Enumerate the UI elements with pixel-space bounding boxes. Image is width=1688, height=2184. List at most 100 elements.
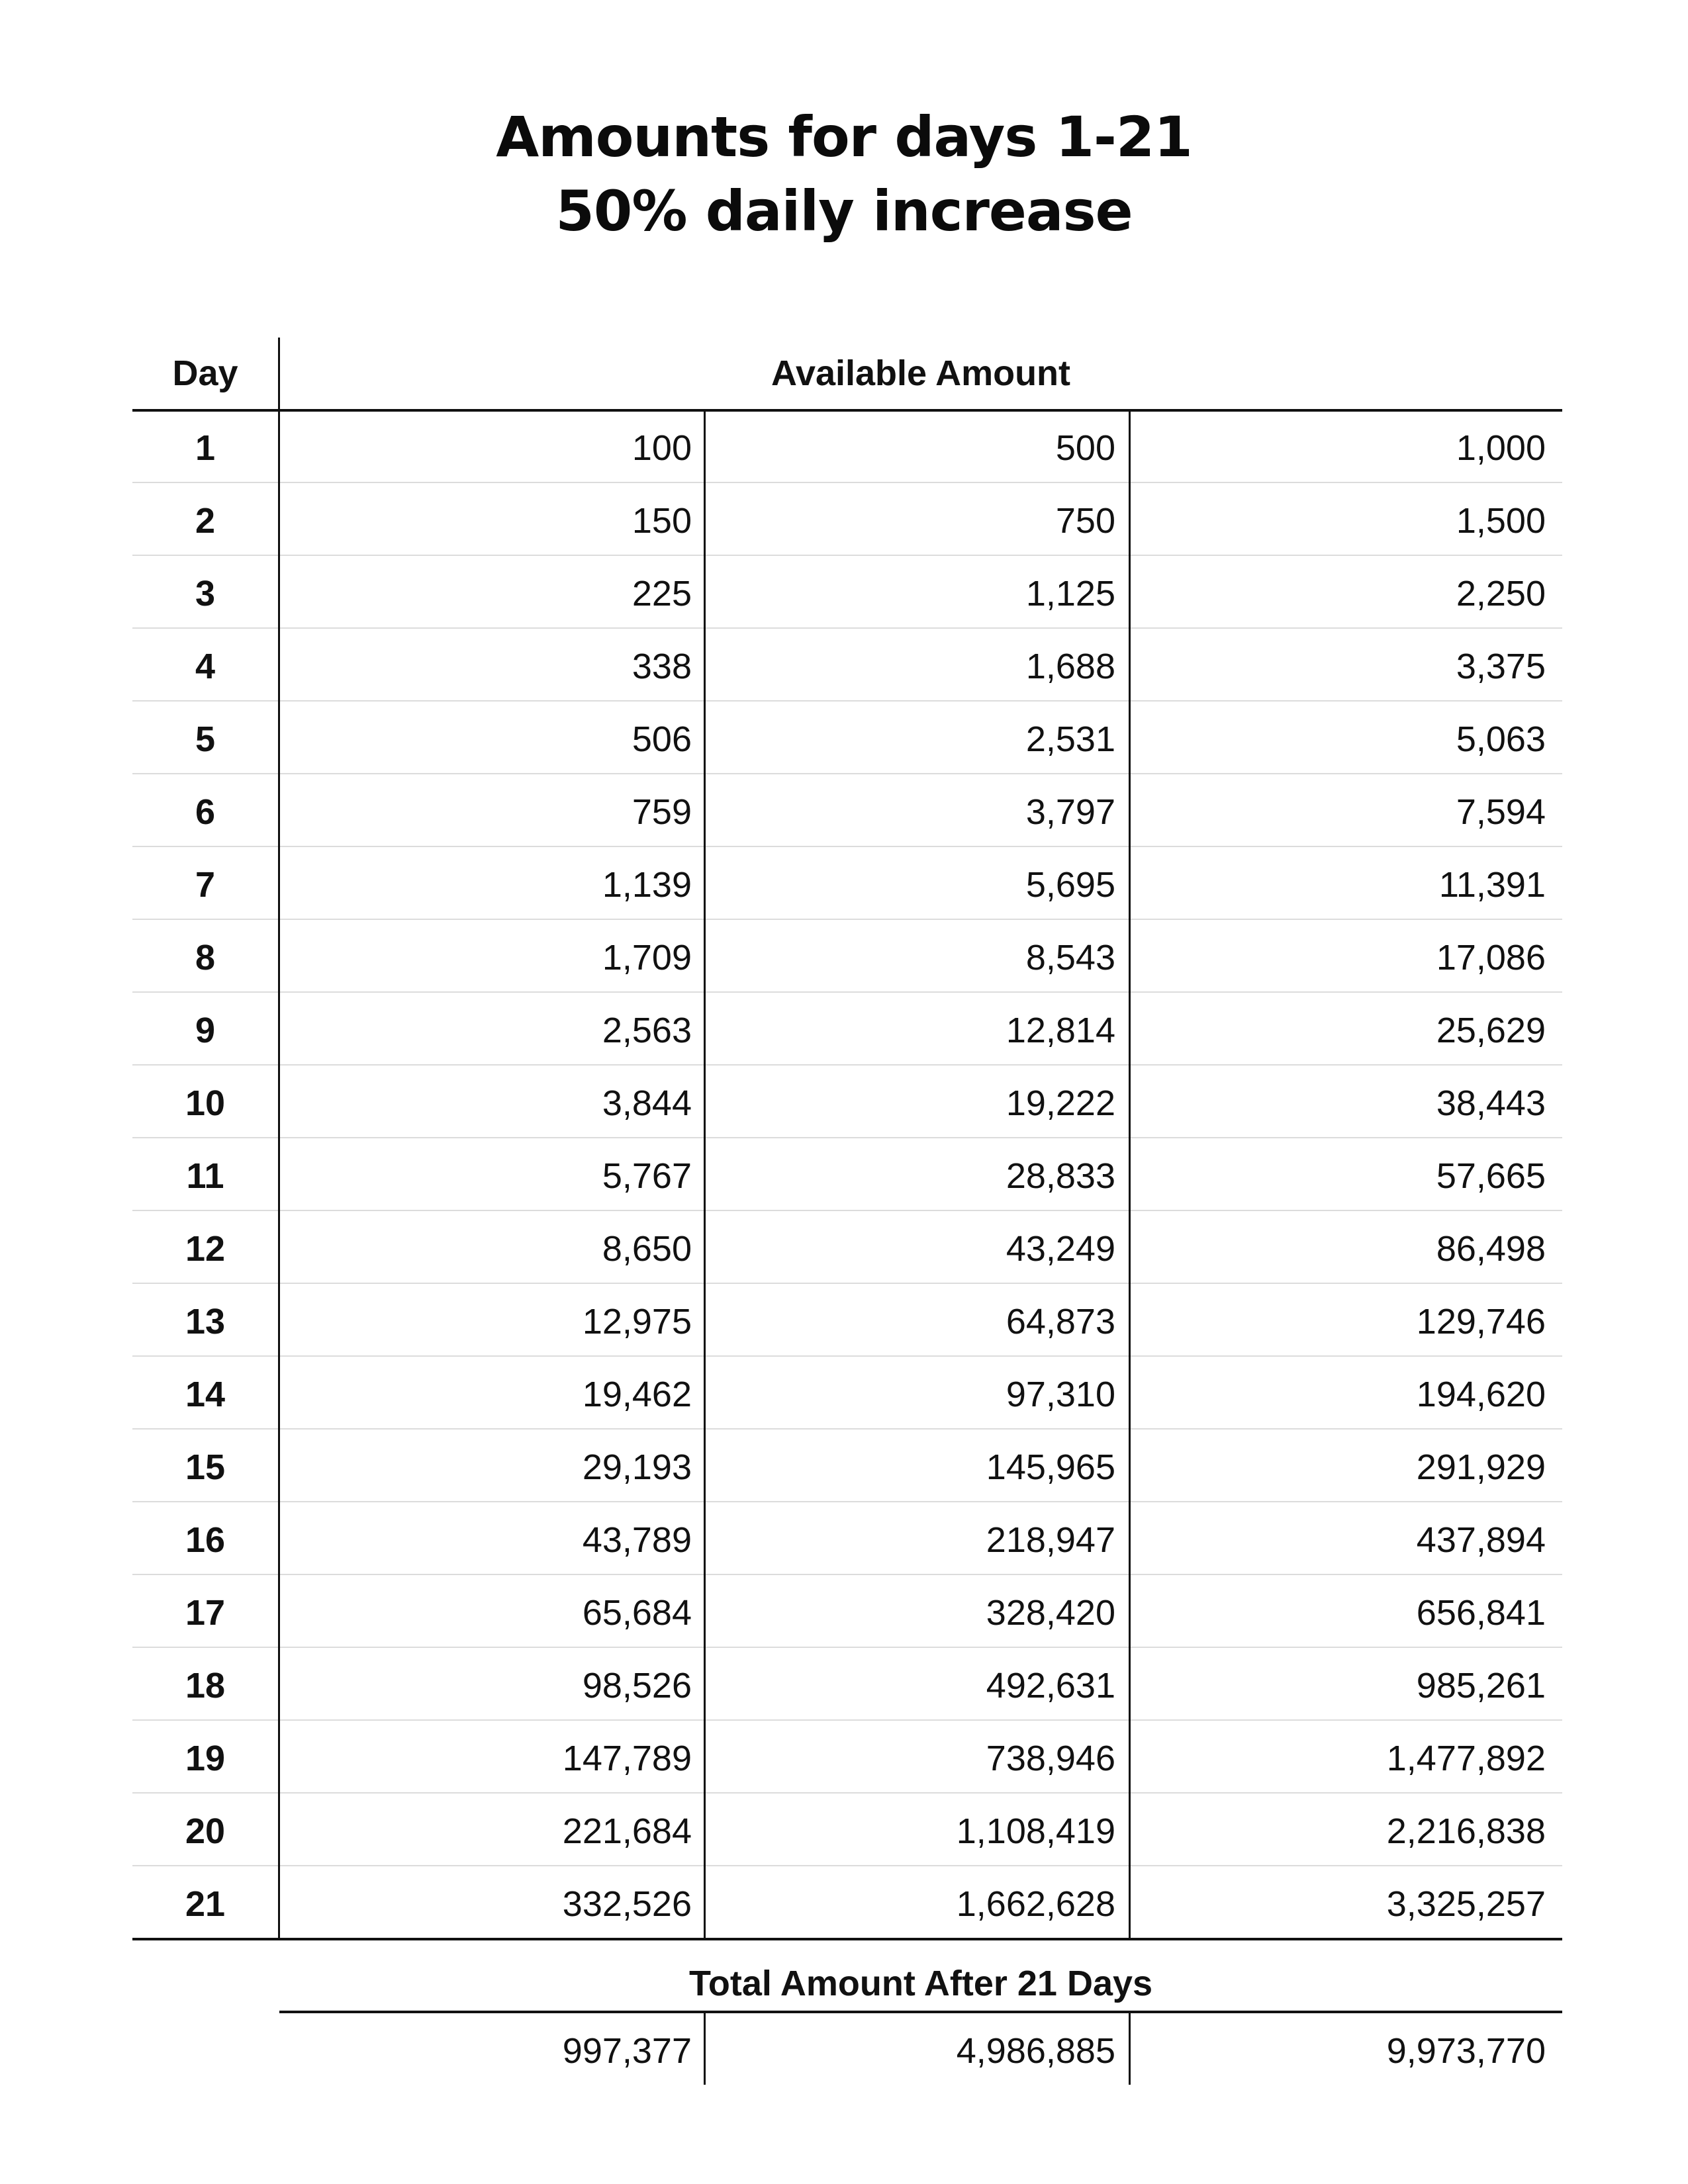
- day-cell: 2: [195, 501, 216, 541]
- available-amount-header: Available Amount: [771, 353, 1071, 393]
- amount-cell-col-1: 338: [632, 647, 692, 686]
- row-separator: [132, 700, 1562, 702]
- amount-cell-col-1: 5,767: [602, 1156, 692, 1196]
- column-divider-2: [1129, 409, 1131, 1938]
- day-cell: 6: [195, 792, 216, 832]
- amount-cell-col-2: 12,814: [1006, 1011, 1115, 1050]
- day-cell: 10: [185, 1083, 226, 1123]
- day-cell: 7: [195, 865, 216, 905]
- total-amount-header: Total Amount After 21 Days: [688, 1964, 1153, 2003]
- amount-cell-col-3: 17,086: [1436, 938, 1546, 978]
- amount-cell-col-2: 43,249: [1006, 1229, 1115, 1269]
- row-separator: [132, 1283, 1562, 1284]
- amount-cell-col-1: 8,650: [602, 1229, 692, 1269]
- amount-cell-col-1: 225: [632, 574, 692, 614]
- amount-cell-col-1: 98,526: [582, 1666, 692, 1706]
- amount-cell-col-1: 19,462: [582, 1375, 692, 1414]
- row-separator: [132, 555, 1562, 556]
- amount-cell-col-3: 38,443: [1436, 1083, 1546, 1123]
- row-separator: [132, 1210, 1562, 1211]
- row-separator: [132, 1137, 1562, 1138]
- day-cell: 12: [185, 1229, 226, 1269]
- amount-cell-col-2: 738,946: [986, 1739, 1115, 1778]
- amount-cell-col-3: 25,629: [1436, 1011, 1546, 1050]
- row-separator: [132, 846, 1562, 847]
- amount-cell-col-2: 5,695: [1025, 865, 1115, 905]
- amount-cell-col-3: 656,841: [1416, 1593, 1546, 1633]
- day-cell: 9: [195, 1011, 216, 1050]
- header-rule: [132, 409, 1562, 412]
- amount-cell-col-2: 97,310: [1006, 1375, 1115, 1414]
- amount-cell-col-3: 985,261: [1416, 1666, 1546, 1706]
- day-cell: 5: [195, 719, 216, 759]
- row-separator: [132, 1792, 1562, 1794]
- title-line-2: 50% daily increase: [555, 179, 1133, 244]
- amount-cell-col-2: 1,108,419: [956, 1811, 1115, 1851]
- amount-cell-col-2: 750: [1055, 501, 1115, 541]
- amount-cell-col-1: 332,526: [562, 1884, 692, 1924]
- amount-cell-col-1: 2,563: [602, 1011, 692, 1050]
- amount-cell-col-1: 12,975: [582, 1302, 692, 1342]
- day-column-header: Day: [172, 353, 238, 393]
- amount-cell-col-3: 2,250: [1456, 574, 1546, 614]
- row-separator: [132, 1428, 1562, 1430]
- row-separator: [132, 1064, 1562, 1066]
- amount-cell-col-2: 500: [1055, 428, 1115, 468]
- day-cell: 8: [195, 938, 216, 978]
- total-value-col-2: 4,986,885: [956, 2031, 1115, 2071]
- row-separator: [132, 1647, 1562, 1648]
- day-cell: 13: [185, 1302, 226, 1342]
- amount-cell-col-3: 1,477,892: [1386, 1739, 1546, 1778]
- total-column-divider-1: [704, 2011, 706, 2085]
- total-column-divider-2: [1129, 2011, 1131, 2085]
- row-separator: [132, 1865, 1562, 1866]
- amount-cell-col-3: 11,391: [1438, 865, 1546, 905]
- row-separator: [132, 1719, 1562, 1721]
- amount-cell-col-2: 28,833: [1006, 1156, 1115, 1196]
- amount-cell-col-2: 492,631: [986, 1666, 1115, 1706]
- amount-cell-col-1: 221,684: [562, 1811, 692, 1851]
- amount-cell-col-1: 3,844: [602, 1083, 692, 1123]
- day-cell: 15: [185, 1447, 226, 1487]
- row-separator: [132, 991, 1562, 993]
- row-separator: [132, 773, 1562, 774]
- amount-cell-col-3: 1,500: [1456, 501, 1546, 541]
- amount-cell-col-1: 147,789: [562, 1739, 692, 1778]
- amount-cell-col-3: 57,665: [1436, 1156, 1546, 1196]
- amount-cell-col-2: 328,420: [986, 1593, 1115, 1633]
- amount-cell-col-3: 3,375: [1456, 647, 1546, 686]
- amount-cell-col-1: 1,709: [602, 938, 692, 978]
- amount-cell-col-2: 145,965: [986, 1447, 1115, 1487]
- amount-cell-col-3: 2,216,838: [1386, 1811, 1546, 1851]
- column-divider-1: [704, 409, 706, 1938]
- row-separator: [132, 1355, 1562, 1357]
- day-cell: 14: [185, 1375, 226, 1414]
- row-separator: [132, 1574, 1562, 1575]
- amount-cell-col-1: 150: [632, 501, 692, 541]
- amount-cell-col-3: 5,063: [1456, 719, 1546, 759]
- amount-cell-col-3: 291,929: [1416, 1447, 1546, 1487]
- title-line-1: Amounts for days 1-21: [496, 105, 1193, 169]
- row-separator: [132, 919, 1562, 920]
- amount-cell-col-3: 7,594: [1456, 792, 1546, 832]
- day-cell: 4: [195, 647, 216, 686]
- amount-cell-col-2: 2,531: [1025, 719, 1115, 759]
- amount-cell-col-2: 218,947: [986, 1520, 1115, 1560]
- total-value-col-1: 997,377: [562, 2031, 692, 2071]
- total-value-col-3: 9,973,770: [1386, 2031, 1546, 2071]
- amount-cell-col-2: 3,797: [1025, 792, 1115, 832]
- day-cell: 19: [185, 1739, 226, 1778]
- amount-cell-col-1: 1,139: [602, 865, 692, 905]
- amount-cell-col-3: 129,746: [1416, 1302, 1546, 1342]
- day-cell: 18: [185, 1666, 226, 1706]
- amount-cell-col-3: 194,620: [1416, 1375, 1546, 1414]
- day-column-divider: [278, 338, 280, 1939]
- amount-cell-col-1: 29,193: [582, 1447, 692, 1487]
- amount-cell-col-3: 86,498: [1436, 1229, 1546, 1269]
- row-separator: [132, 1501, 1562, 1502]
- day-cell: 16: [185, 1520, 226, 1560]
- day-cell: 20: [185, 1811, 226, 1851]
- total-header-rule: [279, 2011, 1562, 2013]
- amount-cell-col-3: 437,894: [1416, 1520, 1546, 1560]
- amount-cell-col-2: 19,222: [1006, 1083, 1115, 1123]
